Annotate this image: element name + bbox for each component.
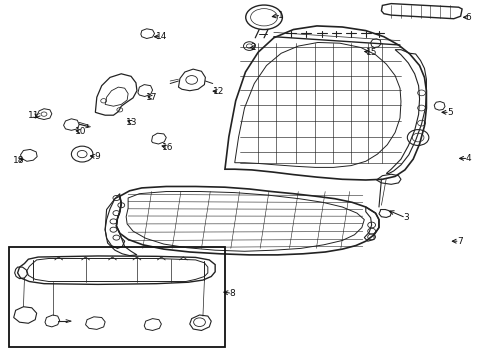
Text: 14: 14 [155, 32, 167, 41]
Text: 2: 2 [250, 43, 256, 52]
Text: 13: 13 [126, 118, 138, 127]
Text: 17: 17 [145, 93, 157, 102]
Text: 6: 6 [465, 13, 470, 22]
Text: 8: 8 [229, 289, 235, 298]
Text: 3: 3 [402, 213, 408, 222]
Text: 16: 16 [161, 143, 173, 152]
Text: 5: 5 [446, 108, 452, 117]
Text: 9: 9 [94, 152, 100, 161]
Text: 10: 10 [75, 127, 86, 136]
Text: 7: 7 [456, 237, 462, 246]
Text: 1: 1 [278, 10, 284, 19]
Text: 15: 15 [365, 48, 377, 57]
Text: 4: 4 [465, 154, 470, 163]
Text: 12: 12 [213, 87, 224, 96]
Bar [9, 247, 224, 347]
Text: 11: 11 [27, 111, 39, 120]
Text: 18: 18 [13, 156, 24, 165]
